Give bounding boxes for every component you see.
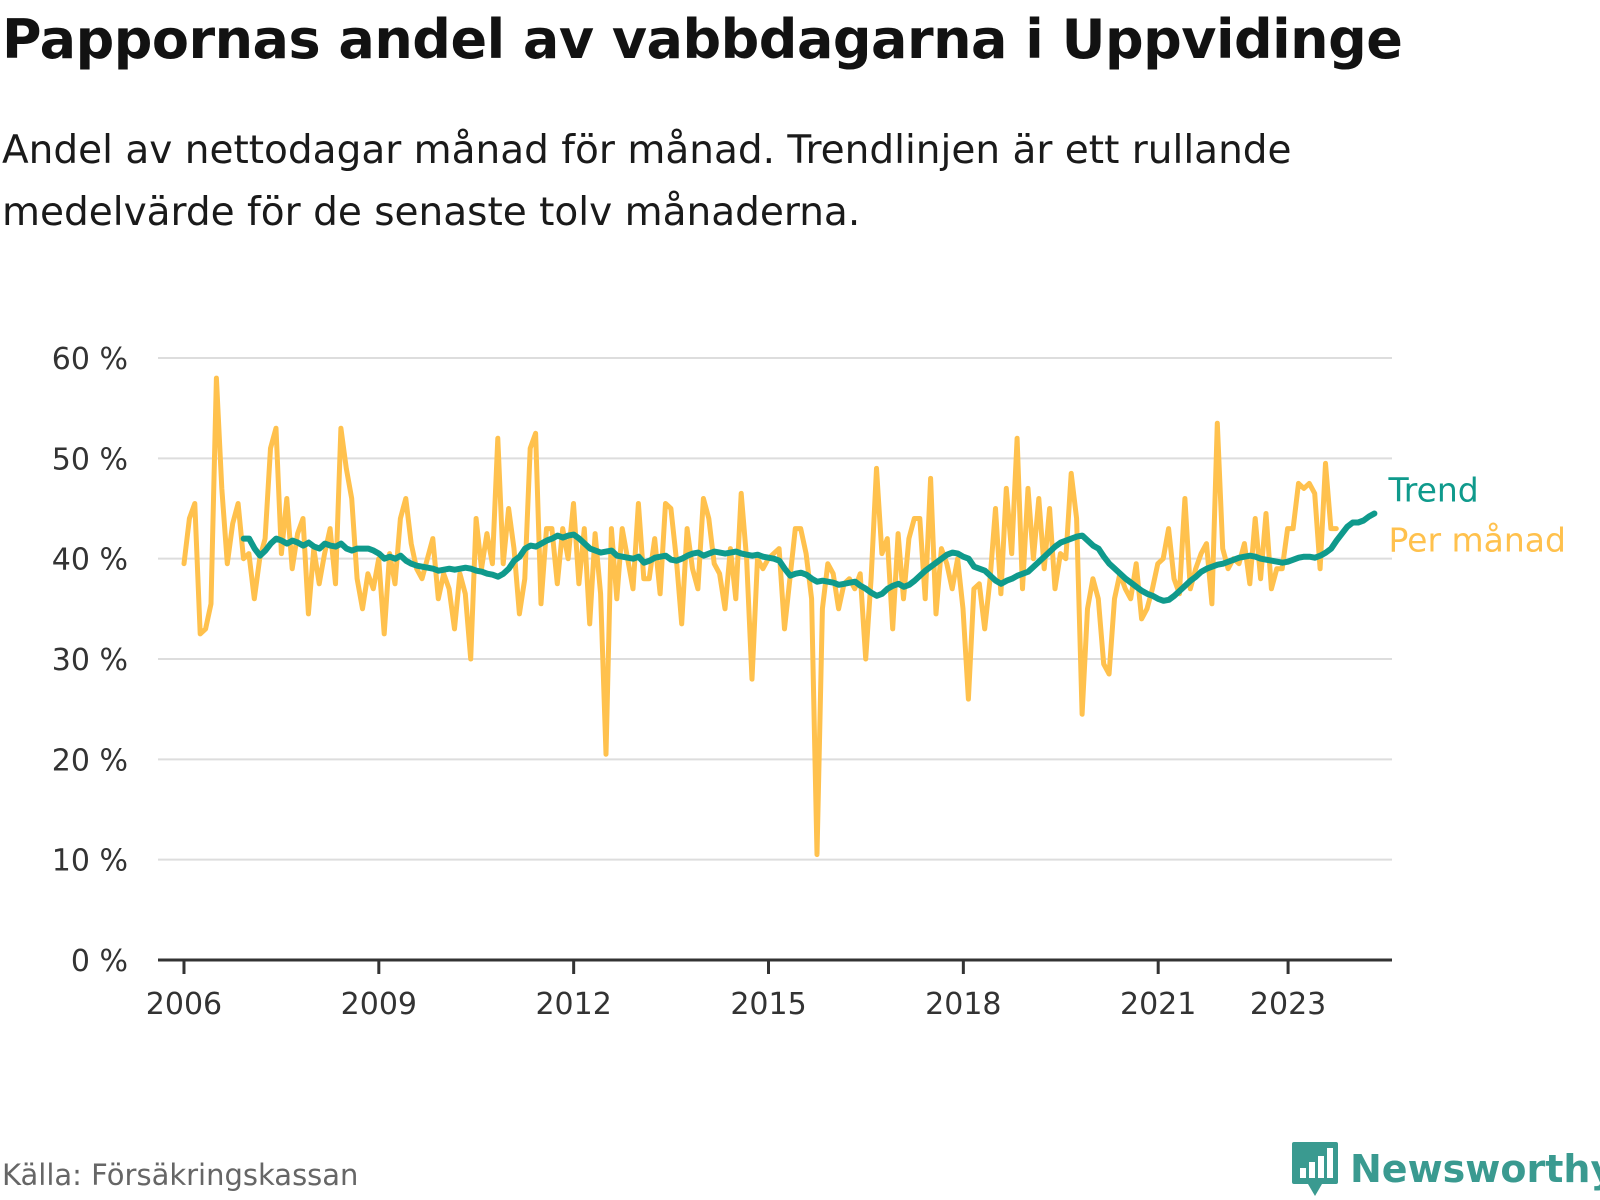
y-tick-label: 20 % — [52, 743, 128, 778]
line-chart: 0 % 10 % 20 % 30 % 40 % 50 % 60 % 2006 2009 2012… — [52, 342, 1566, 1022]
y-tick-label: 60 % — [52, 342, 128, 377]
chart-title: Pappornas andel av vabbdagarna i Uppvidi… — [2, 8, 1403, 71]
bar-chart-speech-icon — [1292, 1142, 1338, 1196]
trend-series-label: Trend — [1387, 471, 1478, 510]
x-tick-label: 2015 — [730, 987, 806, 1022]
x-tick-label: 2006 — [146, 987, 222, 1022]
y-tick-label: 0 % — [71, 944, 128, 979]
brand-logo: Newsworthy — [1290, 1140, 1600, 1198]
trend-series-line — [240, 510, 1378, 604]
source-note: Källa: Försäkringskassan — [2, 1158, 359, 1192]
brand-name: Newsworthy — [1350, 1147, 1600, 1191]
x-tick-label: 2012 — [535, 987, 611, 1022]
y-tick-label: 50 % — [52, 442, 128, 477]
x-axis: 2006 2009 2012 2015 2018 2021 2023 — [146, 958, 1392, 1022]
y-tick-label: 10 % — [52, 844, 128, 879]
monthly-series-label: Per månad — [1388, 521, 1566, 560]
y-tick-label: 40 % — [52, 543, 128, 578]
monthly-series-line — [181, 375, 1339, 858]
series-labels: Trend Per månad — [1387, 471, 1566, 560]
chart-subtitle: Andel av nettodagar månad för månad. Tre… — [2, 128, 1292, 235]
x-tick-label: 2018 — [925, 987, 1001, 1022]
y-axis-ticks: 0 % 10 % 20 % 30 % 40 % 50 % 60 % — [52, 342, 128, 979]
x-tick-label: 2023 — [1250, 987, 1326, 1022]
x-tick-label: 2009 — [341, 987, 417, 1022]
x-tick-label: 2021 — [1120, 987, 1196, 1022]
y-tick-label: 30 % — [52, 643, 128, 678]
series-lines — [181, 375, 1378, 858]
